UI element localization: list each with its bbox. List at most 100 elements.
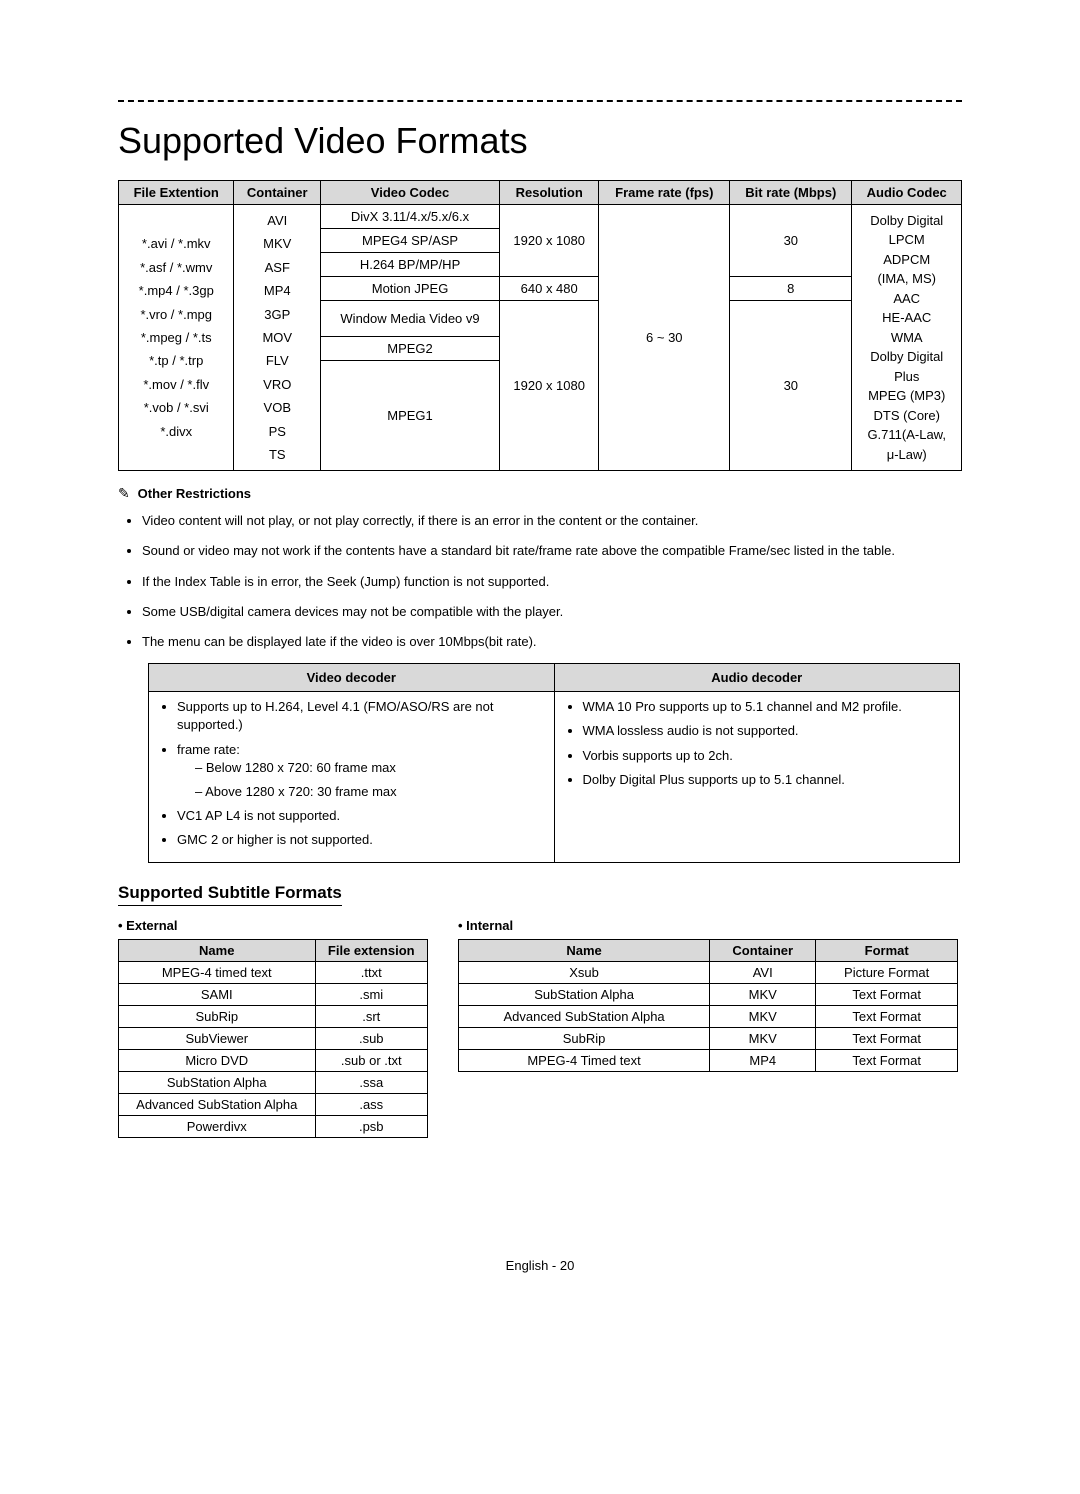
- decoder-table: Video decoder Audio decoder Supports up …: [148, 663, 960, 862]
- table-row: *.avi / *.mkv *.asf / *.wmv *.mp4 / *.3g…: [119, 205, 962, 229]
- cell-codec: DivX 3.11/4.x/5.x/6.x: [321, 205, 500, 229]
- internal-label: Internal: [458, 918, 958, 933]
- table-row: Supports up to H.264, Level 4.1 (FMO/ASO…: [149, 692, 960, 862]
- external-column: External Name File extension MPEG-4 time…: [118, 914, 428, 1138]
- cell: Text Format: [816, 1027, 958, 1049]
- table-row: SubStation Alpha.ssa: [119, 1071, 428, 1093]
- cell-resolution: 640 x 480: [500, 277, 599, 301]
- list-item: Some USB/digital camera devices may not …: [142, 603, 962, 621]
- cell: Text Format: [816, 983, 958, 1005]
- cell: .ttxt: [315, 961, 427, 983]
- list-item: If the Index Table is in error, the Seek…: [142, 573, 962, 591]
- col-container: Container: [710, 939, 816, 961]
- table-header-row: Name File extension: [119, 939, 428, 961]
- cell: Text Format: [816, 1005, 958, 1027]
- cell-bit-rate: 30: [730, 205, 852, 277]
- col-bit-rate: Bit rate (Mbps): [730, 181, 852, 205]
- table-row: Advanced SubStation Alpha.ass: [119, 1093, 428, 1115]
- table-header-row: Name Container Format: [459, 939, 958, 961]
- restrictions-section: ✎ Other Restrictions Video content will …: [118, 485, 962, 651]
- col-file-ext: File Extention: [119, 181, 234, 205]
- table-header-row: File Extention Container Video Codec Res…: [119, 181, 962, 205]
- cell-codec: Window Media Video v9: [321, 301, 500, 337]
- cell: MPEG-4 Timed text: [459, 1049, 710, 1071]
- list-item: Above 1280 x 720: 30 frame max: [195, 783, 544, 801]
- subtitle-heading: Supported Subtitle Formats: [118, 883, 342, 906]
- cell: AVI: [710, 961, 816, 983]
- cell-resolution: 1920 x 1080: [500, 301, 599, 471]
- col-name: Name: [459, 939, 710, 961]
- external-table: Name File extension MPEG-4 timed text.tt…: [118, 939, 428, 1138]
- col-container: Container: [234, 181, 321, 205]
- col-file-extension: File extension: [315, 939, 427, 961]
- cell-audio-codec: Dolby Digital LPCM ADPCM (IMA, MS) AAC H…: [852, 205, 962, 471]
- note-icon: ✎: [118, 485, 130, 501]
- cell: .srt: [315, 1005, 427, 1027]
- list-item: WMA 10 Pro supports up to 5.1 channel an…: [583, 698, 950, 716]
- table-row: SubStation AlphaMKVText Format: [459, 983, 958, 1005]
- cell: .ass: [315, 1093, 427, 1115]
- frame-rate-label: frame rate:: [177, 742, 240, 757]
- cell-codec: MPEG1: [321, 361, 500, 471]
- cell-frame-rate: 6 ~ 30: [599, 205, 730, 471]
- cell-bit-rate: 30: [730, 301, 852, 471]
- cell-codec: MPEG4 SP/ASP: [321, 229, 500, 253]
- cell: MPEG-4 timed text: [119, 961, 316, 983]
- list-item: Sound or video may not work if the conte…: [142, 542, 962, 560]
- cell: MKV: [710, 1005, 816, 1027]
- cell: MKV: [710, 1027, 816, 1049]
- table-row: SAMI.smi: [119, 983, 428, 1005]
- table-row: Micro DVD.sub or .txt: [119, 1049, 428, 1071]
- restrictions-list: Video content will not play, or not play…: [142, 512, 962, 651]
- cell-bit-rate: 8: [730, 277, 852, 301]
- cell-video-decoder: Supports up to H.264, Level 4.1 (FMO/ASO…: [149, 692, 555, 862]
- col-video-decoder: Video decoder: [149, 664, 555, 692]
- list-item: Video content will not play, or not play…: [142, 512, 962, 530]
- cell: .sub: [315, 1027, 427, 1049]
- list-item: Dolby Digital Plus supports up to 5.1 ch…: [583, 771, 950, 789]
- table-row: XsubAVIPicture Format: [459, 961, 958, 983]
- list-item: VC1 AP L4 is not supported.: [177, 807, 544, 825]
- cell: Xsub: [459, 961, 710, 983]
- cell: MP4: [710, 1049, 816, 1071]
- table-row: MPEG-4 timed text.ttxt: [119, 961, 428, 983]
- table-row: SubRip.srt: [119, 1005, 428, 1027]
- cell: .smi: [315, 983, 427, 1005]
- col-format: Format: [816, 939, 958, 961]
- external-label: External: [118, 918, 428, 933]
- cell-resolution: 1920 x 1080: [500, 205, 599, 277]
- page-footer: English - 20: [118, 1258, 962, 1273]
- list-item: Supports up to H.264, Level 4.1 (FMO/ASO…: [177, 698, 544, 734]
- list-item: Vorbis supports up to 2ch.: [583, 747, 950, 765]
- cell: .ssa: [315, 1071, 427, 1093]
- table-row: MPEG-4 Timed textMP4Text Format: [459, 1049, 958, 1071]
- col-resolution: Resolution: [500, 181, 599, 205]
- restrictions-title: Other Restrictions: [138, 486, 251, 501]
- cell-audio-decoder: WMA 10 Pro supports up to 5.1 channel an…: [554, 692, 960, 862]
- cell: SubStation Alpha: [119, 1071, 316, 1093]
- cell-codec: MPEG2: [321, 337, 500, 361]
- cell-codec: Motion JPEG: [321, 277, 500, 301]
- col-video-codec: Video Codec: [321, 181, 500, 205]
- cell: SubStation Alpha: [459, 983, 710, 1005]
- internal-table: Name Container Format XsubAVIPicture For…: [458, 939, 958, 1072]
- cell: Micro DVD: [119, 1049, 316, 1071]
- list-item: GMC 2 or higher is not supported.: [177, 831, 544, 849]
- section-divider: [118, 100, 962, 102]
- cell-codec: H.264 BP/MP/HP: [321, 253, 500, 277]
- cell: SubViewer: [119, 1027, 316, 1049]
- cell: SAMI: [119, 983, 316, 1005]
- cell: Advanced SubStation Alpha: [119, 1093, 316, 1115]
- col-name: Name: [119, 939, 316, 961]
- cell: Powerdivx: [119, 1115, 316, 1137]
- cell: Picture Format: [816, 961, 958, 983]
- table-row: Powerdivx.psb: [119, 1115, 428, 1137]
- col-audio-codec: Audio Codec: [852, 181, 962, 205]
- formats-table: File Extention Container Video Codec Res…: [118, 180, 962, 471]
- cell: MKV: [710, 983, 816, 1005]
- cell: Advanced SubStation Alpha: [459, 1005, 710, 1027]
- list-item: The menu can be displayed late if the vi…: [142, 633, 962, 651]
- list-item: frame rate: Below 1280 x 720: 60 frame m…: [177, 741, 544, 802]
- cell: SubRip: [459, 1027, 710, 1049]
- cell: .sub or .txt: [315, 1049, 427, 1071]
